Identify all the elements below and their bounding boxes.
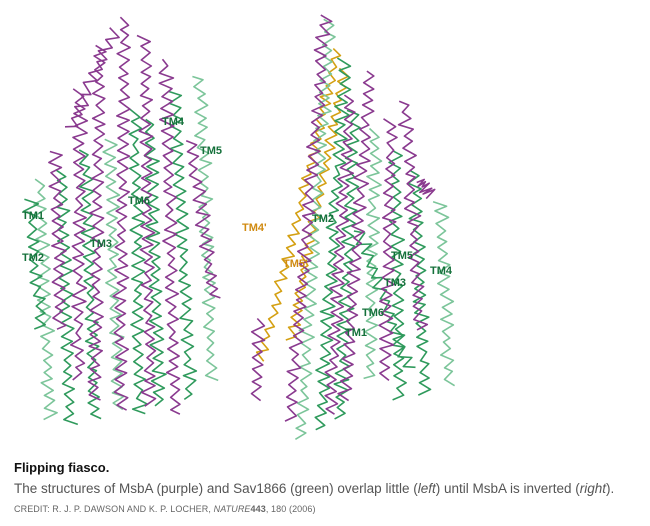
sav1866-helix-left — [102, 138, 125, 411]
left-label-tm4: TM4 — [162, 116, 185, 128]
caption-right-word: right — [579, 481, 607, 496]
msba-helix-left — [158, 58, 181, 415]
sav1866-helix-right — [314, 57, 352, 431]
protein-structure-figure: TM4 TM5 TM6 TM1 TM3 TM2 TM4' TM2 TM5' TM… — [22, 14, 456, 440]
left-label-tm3: TM3 — [90, 238, 112, 250]
caption-title: Flipping fiasco. — [14, 460, 110, 475]
sav1866-helix-right — [407, 169, 432, 396]
msba-helix-right — [337, 70, 375, 402]
sav1866-helix-left — [22, 198, 46, 330]
msba-helix-left — [70, 88, 89, 381]
msba-helix-right — [324, 94, 356, 415]
sav1866-helix-right — [353, 230, 416, 369]
sav1866-helix-right — [388, 149, 407, 401]
msba-helix-left — [64, 27, 120, 128]
msba-helix-left — [87, 44, 107, 401]
msba-helix-left — [136, 34, 157, 407]
credit-journal: NATURE — [213, 504, 251, 514]
msba-tm4-prime-helix — [255, 48, 342, 362]
credit-volume: 443 — [250, 504, 266, 514]
right-label-tm4-prime: TM4' — [242, 222, 267, 234]
sav1866-helix-left — [128, 108, 149, 415]
right-structure-labels: TM4' TM2 TM5' TM5 TM4 TM3 TM6 TM1 — [242, 213, 453, 339]
credit-authors: CREDIT: R. J. P. DAWSON AND K. P. LOCHER… — [14, 504, 211, 514]
backbone-traces — [22, 14, 456, 440]
msba-helix-left — [185, 139, 221, 299]
caption-text-3: ). — [606, 481, 615, 496]
right-label-tm6: TM6 — [362, 307, 384, 319]
msba-tm5-prime-helix — [285, 67, 350, 341]
sav1866-helix-left — [144, 118, 167, 407]
credit-pages: , 180 (2006) — [265, 504, 316, 514]
left-label-tm5: TM5 — [200, 145, 222, 157]
right-label-tm4: TM4 — [430, 265, 453, 277]
figure-caption: Flipping fiasco. The structures of MsbA … — [14, 460, 644, 519]
sav1866-helix-right — [363, 127, 383, 380]
msba-helix-left — [48, 150, 67, 330]
caption-credit: CREDIT: R. J. P. DAWSON AND K. P. LOCHER… — [14, 504, 316, 514]
structure-illustration: TM4 TM5 TM6 TM1 TM3 TM2 TM4' TM2 TM5' TM… — [22, 14, 456, 440]
right-label-tm5-prime: TM5' — [283, 258, 308, 270]
left-label-tm6: TM6 — [128, 195, 150, 207]
right-label-tm2: TM2 — [312, 213, 334, 225]
right-label-tm1: TM1 — [345, 327, 367, 339]
right-label-tm5: TM5 — [391, 250, 413, 262]
msba-helix-right — [378, 118, 398, 382]
msba-helix-right — [284, 14, 333, 422]
msba-helix-left — [112, 16, 131, 411]
right-label-tm3: TM3 — [384, 277, 406, 289]
sav1866-helix-left — [78, 149, 102, 420]
msba-helix-right — [250, 317, 266, 402]
sav1866-helix-left — [33, 178, 58, 421]
caption-text-1: The structures of MsbA (purple) and Sav1… — [14, 481, 418, 496]
sav1866-helix-right — [294, 18, 336, 440]
msba-helix-right — [397, 100, 429, 331]
sav1866-helix-left — [55, 169, 79, 426]
sav1866-helix-right — [432, 201, 456, 387]
sav1866-helix-left — [167, 90, 198, 401]
left-label-tm2: TM2 — [22, 252, 44, 264]
left-structure-labels: TM4 TM5 TM6 TM1 TM3 TM2 — [22, 116, 222, 264]
caption-body: The structures of MsbA (purple) and Sav1… — [14, 479, 644, 519]
caption-left-word: left — [417, 481, 436, 496]
caption-text-2: ) until MsbA is inverted ( — [435, 481, 580, 496]
msba-helix-right — [416, 178, 436, 200]
left-label-tm1: TM1 — [22, 210, 44, 222]
